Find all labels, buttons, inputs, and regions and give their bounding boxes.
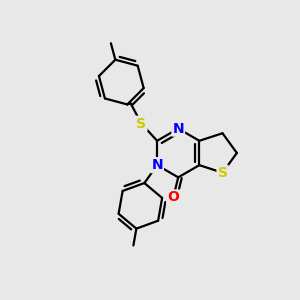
Text: N: N <box>151 158 163 172</box>
Text: O: O <box>167 190 179 205</box>
Text: S: S <box>218 166 227 180</box>
Text: S: S <box>136 117 146 131</box>
Text: N: N <box>172 122 184 136</box>
